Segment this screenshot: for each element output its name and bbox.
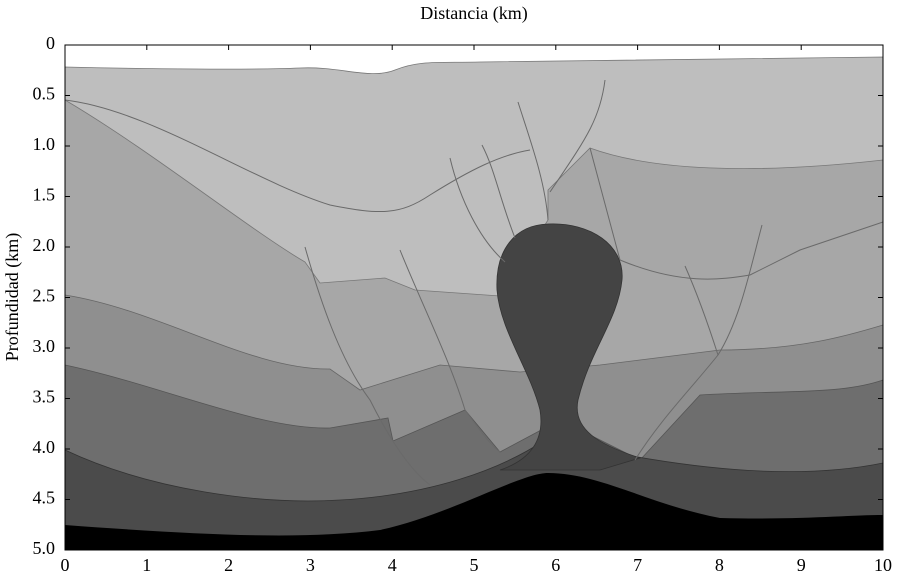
y-tick-label: 4.0 xyxy=(33,437,56,457)
x-tick-label: 8 xyxy=(715,555,724,575)
y-tick-label: 3.0 xyxy=(33,336,56,356)
fault xyxy=(634,224,763,461)
fault xyxy=(684,265,719,356)
x-axis-label: Distancia (km) xyxy=(420,3,527,24)
x-tick-label: 3 xyxy=(306,555,315,575)
y-tick-label: 0.5 xyxy=(33,84,56,104)
horizon xyxy=(64,99,531,212)
y-tick-label: 2.5 xyxy=(33,286,56,306)
y-tick-label: 1.0 xyxy=(33,134,56,154)
fault xyxy=(304,246,431,486)
x-tick-label: 6 xyxy=(551,555,560,575)
y-tick-label: 2.0 xyxy=(33,235,56,255)
y-tick-label: 5.0 xyxy=(33,538,56,558)
fault xyxy=(399,249,501,453)
salt-diapir xyxy=(496,223,642,471)
x-tick-label: 9 xyxy=(797,555,806,575)
x-tick-label: 4 xyxy=(388,555,397,575)
x-tick-label: 5 xyxy=(470,555,479,575)
y-tick-label: 1.5 xyxy=(33,185,56,205)
horizon xyxy=(589,147,884,280)
fault xyxy=(517,101,549,221)
y-tick-label: 3.5 xyxy=(33,387,56,407)
fault xyxy=(549,79,606,193)
fault xyxy=(481,144,516,239)
x-tick-label: 10 xyxy=(874,555,892,575)
section-layers xyxy=(64,56,884,551)
fault xyxy=(449,157,506,263)
basement xyxy=(65,473,883,550)
x-tick-label: 7 xyxy=(633,555,642,575)
y-axis-label: Profundidad (km) xyxy=(2,233,23,361)
x-tick-label: 2 xyxy=(224,555,233,575)
y-tick-label: 4.5 xyxy=(33,488,56,508)
x-tick-label: 0 xyxy=(61,555,70,575)
x-tick-label: 1 xyxy=(142,555,151,575)
y-tick-label: 0 xyxy=(46,33,55,53)
